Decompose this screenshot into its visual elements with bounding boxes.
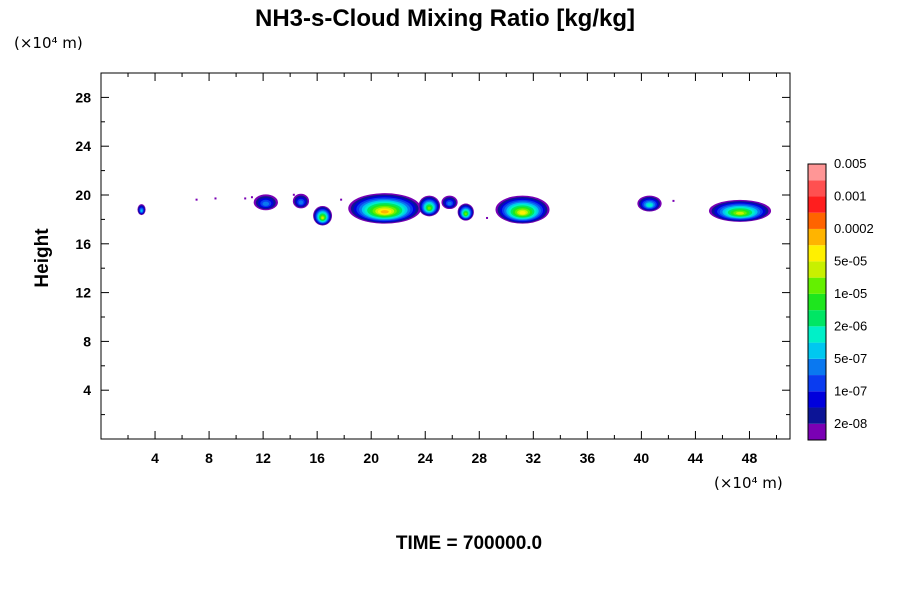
- colorbar-swatch: [808, 310, 826, 327]
- x-tick-label: 32: [526, 450, 542, 466]
- colorbar-label: 5e-05: [834, 253, 867, 268]
- cloud-contour: [519, 211, 526, 215]
- colorbar-swatch: [808, 342, 826, 359]
- x-tick-label: 40: [634, 450, 650, 466]
- cloud-blob: [313, 205, 333, 226]
- cloud-blob: [637, 195, 662, 212]
- y-axis-label: Height: [32, 228, 53, 288]
- x-tick-label: 48: [742, 450, 758, 466]
- colorbar-label: 0.0002: [834, 221, 874, 236]
- cloud-blob: [253, 194, 278, 211]
- x-tick-label: 44: [688, 450, 704, 466]
- y-tick-label: 8: [83, 333, 91, 349]
- cloud-contour: [321, 216, 324, 220]
- colorbar-swatch: [808, 407, 826, 424]
- cloud-speck: [340, 198, 343, 201]
- y-tick-label: 28: [75, 89, 91, 105]
- colorbar-swatch: [808, 261, 826, 278]
- cloud-contour: [262, 201, 270, 206]
- x-tick-label: 24: [417, 450, 433, 466]
- colorbar-swatch: [808, 212, 826, 229]
- colorbar-label: 5e-07: [834, 351, 867, 366]
- colorbar-swatch: [808, 245, 826, 262]
- cloud-blob: [292, 193, 310, 209]
- x-tick-label: 8: [205, 450, 213, 466]
- cloud-contour: [464, 212, 467, 216]
- colorbar-swatch: [808, 293, 826, 311]
- x-tick-label: 16: [309, 450, 325, 466]
- x-tick-label: 36: [580, 450, 596, 466]
- y-tick-label: 4: [83, 382, 91, 398]
- y-tick-label: 12: [75, 285, 91, 301]
- cloud-speck: [244, 197, 247, 200]
- plot-area: [100, 72, 791, 440]
- cloud-speck: [486, 216, 489, 219]
- time-label: TIME = 700000.0: [396, 533, 542, 554]
- cloud-speck: [214, 197, 217, 200]
- cloud-speck: [672, 199, 675, 202]
- colorbar-label: 0.005: [834, 156, 867, 171]
- x-tick-label: 28: [471, 450, 487, 466]
- x-axis-unit: (×10⁴ m): [714, 474, 783, 492]
- x-tick-label: 20: [363, 450, 379, 466]
- colorbar-label: 2e-06: [834, 318, 867, 333]
- x-tick-label: 4: [151, 450, 159, 466]
- cloud-contour: [140, 209, 143, 212]
- y-tick-label: 16: [75, 236, 91, 252]
- colorbar-frame: [807, 163, 827, 441]
- chart-title: NH3-s-Cloud Mixing Ratio [kg/kg]: [255, 5, 635, 32]
- cloud-blob: [457, 203, 474, 221]
- y-tick-label: 24: [75, 138, 91, 154]
- cloud-blob: [441, 195, 458, 210]
- cloud-speck: [292, 193, 295, 196]
- colorbar-swatch: [808, 326, 826, 343]
- cloud-contour: [298, 200, 304, 205]
- x-tick-label: 12: [255, 450, 271, 466]
- cloud-field: [137, 193, 772, 226]
- cloud-speck: [250, 196, 253, 199]
- colorbar-swatch: [808, 358, 826, 376]
- cloud-blob: [137, 204, 146, 216]
- colorbar-label: 1e-05: [834, 286, 867, 301]
- cloud-speck: [195, 198, 198, 201]
- cloud-contour: [447, 201, 452, 206]
- cloud-contour: [647, 203, 652, 207]
- colorbar-swatch: [808, 164, 826, 181]
- colorbar-swatch: [808, 391, 826, 408]
- cloud-blob: [708, 199, 772, 222]
- cloud-blob: [418, 195, 441, 217]
- colorbar-label: 0.001: [834, 188, 867, 203]
- cloud-contour: [380, 210, 389, 214]
- colorbar-swatch: [808, 180, 826, 197]
- colorbar-label: 1e-07: [834, 383, 867, 398]
- colorbar-swatch: [808, 375, 826, 392]
- y-axis-unit: (×10⁴ m): [14, 34, 83, 52]
- colorbar-label: 2e-08: [834, 416, 867, 431]
- cloud-blob: [495, 195, 550, 224]
- cloud-contour: [427, 206, 431, 210]
- colorbar-swatch: [808, 228, 826, 246]
- cloud-contour: [735, 211, 745, 215]
- colorbar: 2e-08 1e-07 5e-07 2e-06 1e-05 5e-05 0.0002 0.00…: [807, 156, 874, 441]
- colorbar-swatch: [808, 423, 826, 440]
- colorbar-swatch: [808, 277, 826, 294]
- colorbar-swatch: [808, 196, 826, 213]
- y-tick-label: 20: [75, 187, 91, 203]
- cloud-blob: [348, 193, 422, 224]
